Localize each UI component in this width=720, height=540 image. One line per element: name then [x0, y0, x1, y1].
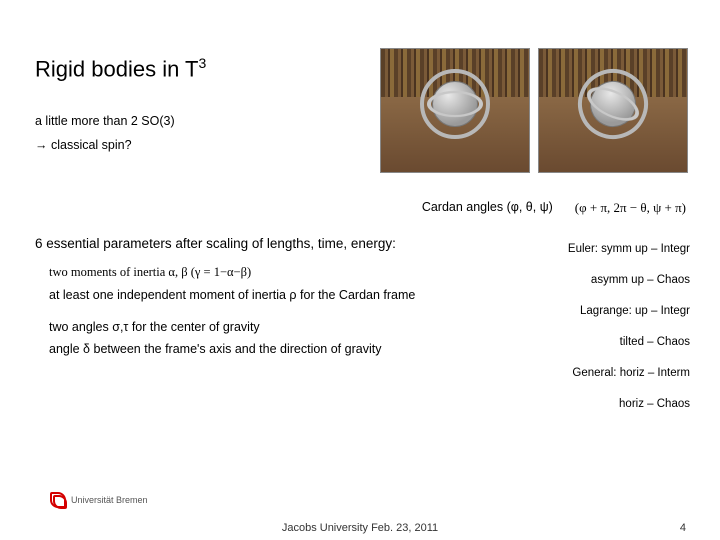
page-number: 4 [680, 522, 686, 534]
class-horiz: horiz – Chaos [545, 397, 690, 412]
class-euler: Euler: symm up – Integr [545, 242, 690, 257]
param-rho: at least one independent moment of inert… [49, 288, 550, 302]
class-asymm: asymm up – Chaos [545, 273, 690, 288]
image-row [380, 48, 688, 173]
class-lagrange: Lagrange: up – Integr [545, 304, 690, 319]
title-text: Rigid bodies in T [35, 56, 198, 81]
class-tilted: tilted – Chaos [545, 335, 690, 350]
param-inertia: two moments of inertia α, β (γ = 1−α−β) [49, 265, 550, 280]
cardan-angles-line: Cardan angles (φ, θ, ψ) (φ + π, 2π − θ, … [422, 200, 686, 216]
logo-text: Universität Bremen [71, 495, 148, 505]
cardan-shifted: (φ + π, 2π − θ, ψ + π) [575, 200, 686, 216]
cardan-label: Cardan angles (φ, θ, ψ) [422, 200, 553, 216]
classification-column: Euler: symm up – Integr asymm up – Chaos… [545, 242, 690, 428]
class-general: General: horiz – Interm [545, 366, 690, 381]
title-sup: 3 [198, 55, 206, 71]
params-heading: 6 essential parameters after scaling of … [35, 236, 550, 251]
parameters-block: 6 essential parameters after scaling of … [35, 236, 550, 364]
university-logo: Universität Bremen [50, 492, 148, 508]
logo-icon [50, 492, 66, 508]
gyro-image-2 [538, 48, 688, 173]
param-angles: two angles σ,τ for the center of gravity [49, 320, 550, 334]
footer-venue: Jacobs University Feb. 23, 2011 [282, 522, 438, 534]
param-delta: angle δ between the frame's axis and the… [49, 342, 550, 356]
gyro-image-1 [380, 48, 530, 173]
